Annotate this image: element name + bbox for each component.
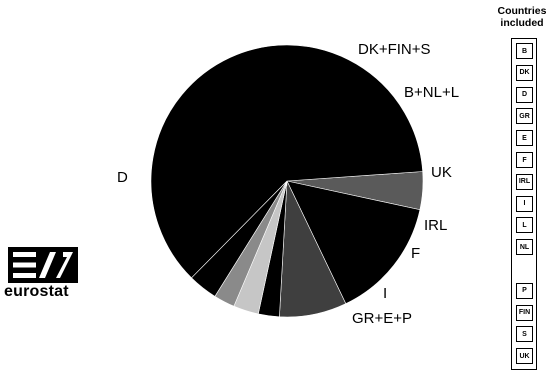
legend-item-l: L <box>516 217 533 234</box>
pie-slice-b-nl-l <box>286 180 421 305</box>
slice-label-i: I <box>383 285 387 302</box>
legend-item-b: B <box>516 43 533 59</box>
legend-title-line1: Countries <box>497 5 547 17</box>
legend-title: Countries included <box>492 5 550 29</box>
legend-item-f: F <box>516 152 533 168</box>
legend-item-irl: IRL <box>516 173 533 190</box>
pie-slice-d <box>150 44 423 279</box>
slice-label-dk-fin-s: DK+FIN+S <box>358 41 431 58</box>
eurostat-logo: eurostat <box>4 247 86 311</box>
slice-label-f: F <box>411 245 420 262</box>
legend-item-i: I <box>516 195 533 212</box>
legend-item-e: E <box>516 130 533 147</box>
slice-label-b-nl-l: B+NL+L <box>404 84 459 101</box>
legend-item-empty <box>516 261 533 277</box>
slice-label-d: D <box>117 169 128 186</box>
legend-item-dk: DK <box>516 64 533 81</box>
legend-title-line2: included <box>500 17 544 29</box>
legend-box: B DK D GR E F IRL I L NL P FIN S UK <box>511 38 537 370</box>
legend-item-p: P <box>516 282 533 299</box>
slice-label-gr-e-p: GR+E+P <box>352 310 412 327</box>
legend-item-d: D <box>516 86 533 103</box>
slice-label-irl: IRL <box>424 217 447 234</box>
slice-label-uk: UK <box>431 164 452 181</box>
eurostat-logo-text: eurostat <box>4 283 69 300</box>
legend-item-s: S <box>516 326 533 343</box>
legend-item-fin: FIN <box>516 304 533 321</box>
eurostat-logo-icon <box>8 247 78 283</box>
pie-slices <box>150 44 424 318</box>
legend-item-nl: NL <box>516 239 533 256</box>
legend-item-uk: UK <box>516 348 533 365</box>
legend-item-gr: GR <box>516 108 533 125</box>
